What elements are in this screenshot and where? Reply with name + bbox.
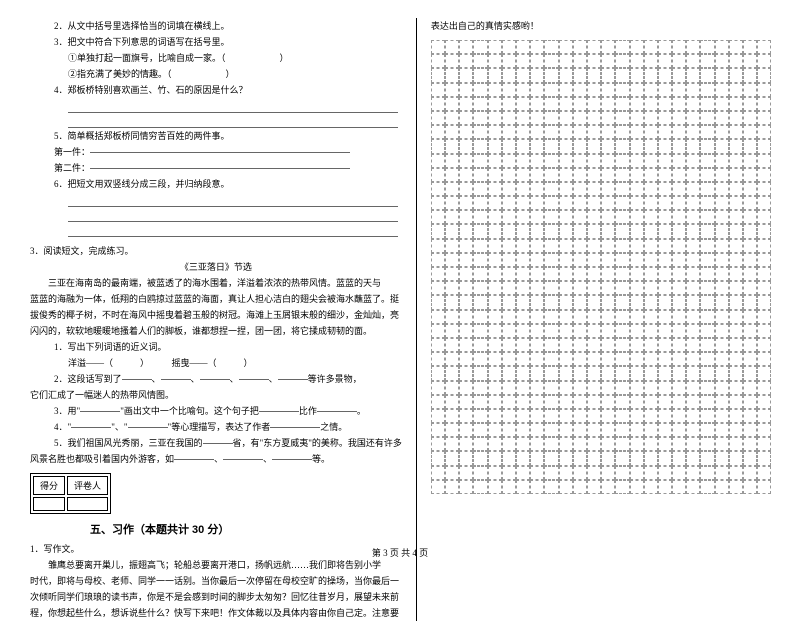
sq2c: 它们汇成了一幅迷人的热带风情图。 <box>30 387 402 403</box>
blank <box>203 443 233 444</box>
wp: 雏鹰总要离开巢儿，振翅高飞；轮船总要离开港口，扬帆远航……我们即将告别小学 <box>30 557 402 573</box>
label: 第二件： <box>54 163 90 173</box>
q5b: 第二件： <box>30 160 402 176</box>
text: "画出文中一个比喻句。这个句子把 <box>120 406 259 416</box>
text: 之情。 <box>320 422 347 432</box>
text: "、" <box>111 422 127 432</box>
blank <box>200 379 230 380</box>
grader-cell <box>67 497 108 511</box>
blank <box>259 411 299 412</box>
left-column: 2．从文中括号里选择恰当的词填在横线上。 3．把文中符合下列意思的词语写在括号里… <box>30 18 416 621</box>
text: 比作 <box>299 406 317 416</box>
blank-line <box>68 222 398 237</box>
blank <box>128 427 168 428</box>
blank <box>122 379 152 380</box>
blank <box>239 379 269 380</box>
wp: 时代，即将与母校、老师、同学一一话别。当你最后一次停留在母校空旷的操场，当你最后… <box>30 573 402 589</box>
q2: 2．从文中括号里选择恰当的词填在横线上。 <box>30 18 402 34</box>
blank-line <box>68 207 398 222</box>
sq4: 4．" "、" "等心理描写，表达了作者 之情。 <box>30 419 402 435</box>
blank-line <box>68 98 398 113</box>
q3: 3．把文中符合下列意思的词语写在括号里。 <box>30 34 402 50</box>
blank <box>174 459 214 460</box>
right-top-text: 表达出自己的真情实感哟！ <box>431 18 772 34</box>
para: 闪闪的，软软地暖暖地搔着人们的脚板，谁都想捏一捏，团一团，将它揉成韧韧的面。 <box>30 323 402 339</box>
blank <box>80 411 120 412</box>
sq3: 3．用""画出文中一个比喻句。这个句子把比作。 <box>30 403 402 419</box>
sq1a: 洋溢——（ ） 摇曳——（ ） <box>30 355 402 371</box>
score-cell <box>33 497 65 511</box>
blank <box>161 379 191 380</box>
blank <box>317 411 357 412</box>
right-column: 表达出自己的真情实感哟！ <box>416 18 772 621</box>
blank <box>270 427 320 428</box>
writing-grid <box>431 40 772 494</box>
text: 省，有"东方夏威夷"的美称。我国还有许多 <box>233 438 402 448</box>
q4: 4．郑板桥特别喜欢画兰、竹、石的原因是什么？ <box>30 82 402 98</box>
blank <box>90 152 350 153</box>
q3a: ①单独打起一面旗号，比喻自成一家。（ ） <box>30 50 402 66</box>
sq1: 1．写出下列词语的近义词。 <box>30 339 402 355</box>
text: "等心理描写，表达了作者 <box>168 422 271 432</box>
page-footer: 第 3 页 共 4 页 <box>0 546 800 559</box>
wp: 次倾听同学们琅琅的读书声，你是不是会感到时间的脚步太匆匆？回忆往昔岁月，展望未来… <box>30 589 402 605</box>
wp: 程，你想起些什么，想诉说些什么？快写下来吧！作文体裁以及具体内容由你自己定。注意… <box>30 605 402 621</box>
score-box: 得分 评卷人 <box>30 473 111 514</box>
q3b: ②指充满了美妙的情趣。（ ） <box>30 66 402 82</box>
p3: 3．阅读短文，完成练习。 <box>30 243 402 259</box>
blank <box>278 379 308 380</box>
sq5c-line: 风景名胜也都吸引着国内外游客，如、、等。 <box>30 451 402 467</box>
para: 三亚在海南岛的最南端，被蓝透了的海水围着，洋溢着浓浓的热带风情。蓝蓝的天与 <box>30 275 402 291</box>
sq2: 2．这段话写到了、、、、等许多景物， <box>30 371 402 387</box>
blank <box>71 427 111 428</box>
q5: 5．简单概括郑板桥同情穷苦百姓的两件事。 <box>30 128 402 144</box>
section-5-title: 五、习作（本题共计 30 分） <box>30 519 402 541</box>
blank <box>223 459 263 460</box>
sq5: 5．我们祖国风光秀丽，三亚在我国的 省，有"东方夏威夷"的美称。我国还有许多 <box>30 435 402 451</box>
grader-label: 评卷人 <box>67 476 108 495</box>
text: 5．我们祖国风光秀丽，三亚在我国的 <box>54 438 203 448</box>
q5a: 第一件： <box>30 144 402 160</box>
score-label: 得分 <box>33 476 65 495</box>
text: 等。 <box>312 454 330 464</box>
blank-line <box>68 113 398 128</box>
text: 3．用" <box>54 406 80 416</box>
q6: 6．把短文用双竖线分成三段，并归纳段意。 <box>30 176 402 192</box>
blank-line <box>68 192 398 207</box>
text: 4．" <box>54 422 71 432</box>
article-title: 《三亚落日》节选 <box>30 259 402 275</box>
text: 风景名胜也都吸引着国内外游客，如 <box>30 454 174 464</box>
text: 2．这段话写到了 <box>54 374 122 384</box>
blank <box>90 168 350 169</box>
para: 拔俊秀的椰子树，不时在海风中摇曳着碧玉般的树冠。海滩上玉屑银末般的细沙，金灿灿，… <box>30 307 402 323</box>
para: 蓝蓝的海融为一体，低翔的白鸥掠过蓝蓝的海面，真让人担心洁白的翅尖会被海水蘸蓝了。… <box>30 291 402 307</box>
text: 等许多景物， <box>308 374 362 384</box>
label: 第一件： <box>54 147 90 157</box>
blank <box>272 459 312 460</box>
